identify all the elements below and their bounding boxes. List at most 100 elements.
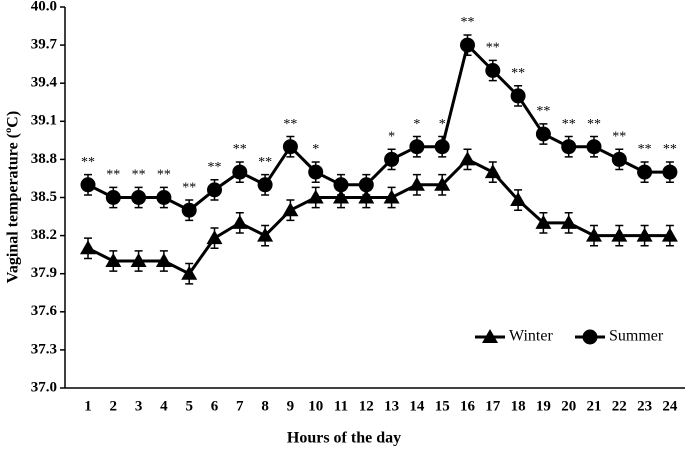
y-tick-label: 40.0 — [31, 0, 57, 14]
data-point — [282, 139, 298, 155]
significance-label: ** — [258, 155, 272, 170]
data-point — [105, 190, 121, 205]
data-point — [130, 253, 147, 267]
series-line — [87, 157, 670, 276]
data-point — [257, 227, 274, 242]
x-tick-label: 7 — [236, 398, 244, 414]
significance-label: ** — [461, 15, 475, 30]
data-point — [206, 230, 223, 245]
y-tick-label: 37.3 — [31, 341, 57, 357]
data-point — [257, 177, 273, 193]
significance-label: * — [413, 117, 420, 132]
data-point — [535, 126, 551, 142]
significance-label: ** — [536, 104, 550, 119]
data-point — [383, 189, 400, 204]
data-point — [207, 182, 222, 198]
y-tick-label: 38.5 — [31, 189, 57, 205]
data-point — [282, 202, 299, 217]
data-point — [662, 164, 678, 180]
significance-label: ** — [511, 66, 525, 81]
significance-label: ** — [663, 142, 677, 157]
y-axis-title: Vaginal temperature (ºC) — [5, 111, 22, 283]
significance-label: ** — [233, 142, 247, 157]
data-point — [155, 253, 172, 267]
x-tick-label: 24 — [662, 398, 678, 414]
data-point — [308, 164, 324, 180]
x-tick-label: 3 — [135, 398, 143, 414]
y-tick-label: 37.0 — [31, 379, 57, 395]
data-point — [484, 164, 501, 179]
x-tick-label: 9 — [287, 398, 295, 414]
data-point — [459, 151, 476, 166]
x-tick-label: 5 — [185, 398, 193, 414]
data-point — [408, 176, 425, 191]
data-point — [510, 192, 527, 207]
y-tick-label: 38.8 — [31, 151, 57, 167]
data-point — [434, 139, 450, 155]
data-point — [586, 139, 602, 155]
data-point — [105, 253, 122, 267]
x-tick-label: 20 — [561, 398, 576, 414]
x-axis-title: Hours of the day — [287, 430, 401, 447]
data-point — [485, 63, 501, 78]
significance-label: ** — [208, 160, 222, 175]
significance-label: ** — [157, 168, 171, 183]
y-tick-label: 37.9 — [31, 265, 57, 281]
data-point — [535, 214, 552, 229]
data-point — [333, 177, 349, 193]
x-tick-label: 18 — [511, 398, 526, 414]
significance-label: * — [439, 117, 446, 132]
significance-label: ** — [562, 117, 576, 132]
y-tick-label: 37.6 — [31, 303, 58, 319]
significance-label: ** — [106, 168, 120, 183]
data-point — [510, 88, 526, 104]
x-tick-label: 10 — [308, 398, 323, 414]
data-point — [80, 240, 96, 255]
x-tick-label: 12 — [359, 398, 374, 414]
x-tick-label: 4 — [160, 398, 168, 414]
significance-label: ** — [182, 180, 196, 195]
data-point — [586, 227, 602, 242]
x-tick-label: 2 — [110, 398, 118, 414]
data-point — [434, 176, 451, 191]
significance-label: ** — [638, 142, 652, 157]
data-point — [409, 139, 425, 155]
data-point — [80, 177, 96, 193]
y-tick-label: 39.1 — [31, 113, 57, 129]
legend-marker — [582, 329, 598, 345]
legend-label: Winter — [509, 328, 553, 345]
data-point — [611, 227, 628, 242]
significance-label: ** — [132, 168, 146, 183]
data-point — [460, 37, 475, 53]
x-tick-label: 8 — [261, 398, 269, 414]
significance-label: ** — [283, 117, 297, 132]
data-point — [661, 227, 678, 242]
x-tick-label: 16 — [460, 398, 476, 414]
data-point — [637, 164, 653, 180]
x-tick-label: 22 — [612, 398, 627, 414]
data-point — [636, 227, 653, 242]
y-tick-label: 39.7 — [31, 37, 58, 53]
legend-marker — [482, 329, 498, 343]
data-point — [231, 214, 248, 229]
x-tick-label: 1 — [84, 398, 92, 414]
x-tick-label: 13 — [384, 398, 399, 414]
y-tick-label: 38.2 — [31, 227, 57, 243]
x-tick-label: 19 — [536, 398, 551, 414]
data-point — [384, 151, 400, 167]
x-tick-label: 14 — [409, 398, 425, 414]
data-point — [358, 189, 375, 204]
data-point — [561, 139, 577, 155]
legend-label: Summer — [609, 328, 664, 345]
data-point — [358, 177, 374, 193]
significance-label: ** — [587, 117, 601, 132]
data-point — [181, 202, 197, 218]
significance-label: * — [312, 142, 319, 157]
data-point — [333, 189, 349, 204]
data-point — [232, 164, 248, 180]
x-tick-label: 17 — [485, 398, 501, 414]
data-point — [611, 151, 627, 167]
data-point — [560, 214, 577, 229]
data-point — [181, 265, 198, 280]
